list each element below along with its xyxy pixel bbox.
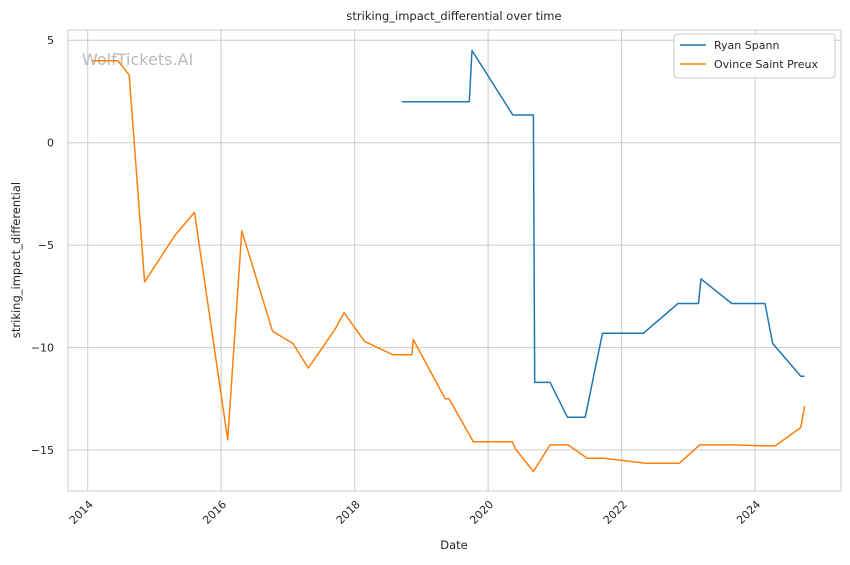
y-tick-label: −10 xyxy=(31,342,54,355)
x-tick-label: 2018 xyxy=(334,498,363,527)
series-line-ryan-spann xyxy=(401,49,805,418)
legend: Ryan Spann Ovince Saint Preux xyxy=(673,33,836,79)
series-layer xyxy=(92,49,806,473)
x-tick-label: 2024 xyxy=(734,498,763,527)
x-tick-label: 2022 xyxy=(601,498,630,527)
grid-lines xyxy=(68,30,841,491)
x-tick-label: 2020 xyxy=(467,498,496,527)
y-tick-label: 0 xyxy=(47,137,54,150)
legend-entry: Ovince Saint Preux xyxy=(714,58,819,71)
y-tick-label: 5 xyxy=(47,34,54,47)
series-line-ovince-saint-preux xyxy=(92,59,806,473)
y-axis-label: striking_impact_differential xyxy=(9,182,23,338)
y-tick-label: −15 xyxy=(31,444,54,457)
chart-title: striking_impact_differential over time xyxy=(346,9,561,23)
x-axis-label: Date xyxy=(440,538,468,552)
y-tick-labels: 5 0 −5 −10 −15 xyxy=(31,34,54,457)
y-tick-label: −5 xyxy=(38,239,54,252)
legend-box xyxy=(673,33,836,79)
x-tick-label: 2016 xyxy=(200,498,229,527)
x-tick-label: 2014 xyxy=(67,498,96,527)
watermark: WolfTickets.AI xyxy=(82,50,193,69)
legend-entry: Ryan Spann xyxy=(714,39,779,52)
x-tick-labels: 2014 2016 2018 2020 2022 2024 xyxy=(67,498,763,527)
plot-frame xyxy=(67,29,842,492)
